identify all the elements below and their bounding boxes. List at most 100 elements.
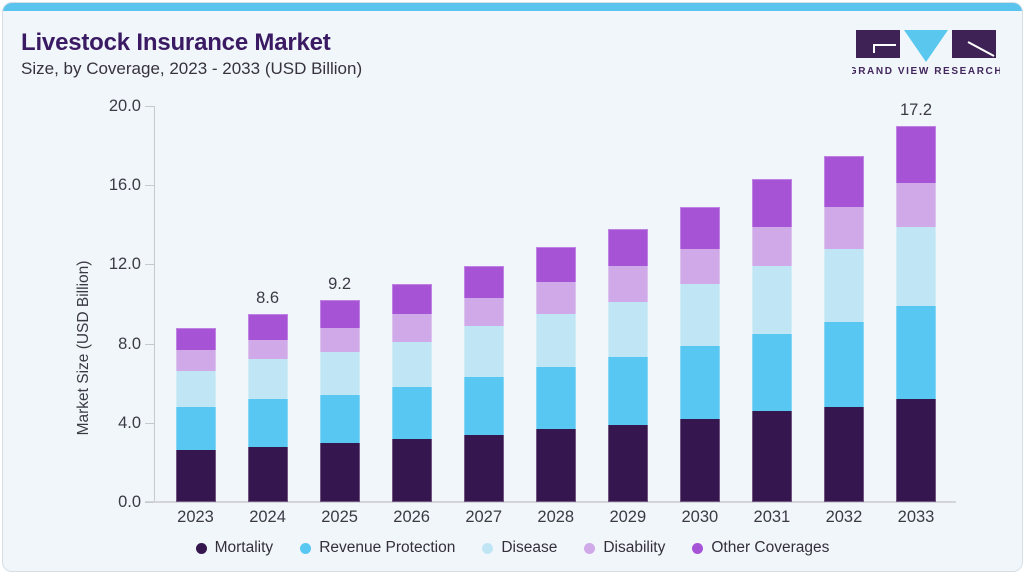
bar-segment-2030-disability: [679, 248, 720, 285]
legend-label-other-coverages: Other Coverages: [711, 539, 830, 556]
bar-2024: [247, 313, 288, 502]
bar-segment-2029-mortality: [607, 424, 648, 502]
bar-2029: [607, 228, 648, 502]
bar-segment-2024-revenue-protection: [247, 399, 288, 447]
bar-2030: [679, 206, 720, 502]
bar-segment-2025-revenue-protection: [319, 395, 360, 443]
bar-segment-2029-disease: [607, 301, 648, 358]
bar-value-label-2024: 8.6: [256, 288, 280, 307]
bar-2031: [751, 179, 792, 502]
y-tick-label-0: 0.0: [118, 493, 141, 511]
bar-2027: [463, 266, 504, 502]
legend-dot-mortality: [195, 542, 207, 554]
bar-segment-2029-other-coverages: [607, 228, 648, 267]
legend-label-mortality: Mortality: [214, 539, 274, 556]
legend-dot-disease: [482, 542, 494, 554]
bar-segment-2030-mortality: [679, 418, 720, 502]
x-tick-label-2024: 2024: [249, 508, 286, 526]
legend-item-mortality: Mortality: [195, 539, 274, 557]
bar-segment-2030-revenue-protection: [679, 345, 720, 419]
bar-segment-2032-revenue-protection: [823, 321, 864, 407]
chart-area: Market Size (USD Billion) 0.0 4.0 8.0 12.0 1…: [3, 3, 1022, 571]
bar-segment-2028-disability: [535, 282, 576, 314]
chart-legend: Mortality Revenue Protection Disease Disabi…: [3, 539, 1022, 557]
legend-dot-revenue-protection: [300, 542, 312, 554]
bar-segment-2033-revenue-protection: [896, 305, 936, 399]
x-tick-label-2030: 2030: [681, 508, 719, 526]
y-tick-mark-20: [145, 106, 154, 107]
x-tick-label-2023: 2023: [177, 508, 214, 526]
y-tick-label-8: 8.0: [118, 334, 141, 353]
bar-2025: [319, 300, 360, 502]
x-tick-label-2031: 2031: [753, 508, 791, 526]
bar-segment-2024-mortality: [247, 446, 288, 502]
bar-segment-2030-disease: [679, 284, 720, 346]
bar-segment-2031-mortality: [751, 410, 792, 502]
bar-segment-2033-disability: [896, 183, 936, 227]
y-tick-mark-4: [145, 422, 154, 424]
bar-segment-2024-disability: [247, 339, 288, 360]
bar-segment-2027-disease: [463, 325, 504, 378]
bar-segment-2028-mortality: [535, 428, 576, 502]
bar-segment-2027-other-coverages: [463, 266, 504, 299]
bar-segment-2025-other-coverages: [319, 300, 360, 328]
bar-segment-2032-other-coverages: [823, 155, 864, 207]
gvr-logo-icon: GRAND VIEW RESEARCH: [852, 30, 1000, 77]
y-tick-mark-0: [145, 502, 154, 503]
page-title: Livestock Insurance Market: [21, 29, 331, 56]
bar-value-label-2025: 9.2: [328, 275, 352, 294]
y-tick-label-12: 12.0: [108, 255, 141, 274]
bar-segment-2033-mortality: [896, 398, 936, 502]
y-tick-label-4: 4.0: [118, 413, 141, 432]
bar-segment-2026-mortality: [391, 438, 432, 502]
x-tick-label-2025: 2025: [321, 508, 358, 526]
bar-segment-2029-revenue-protection: [607, 357, 648, 425]
bar-segment-2023-other-coverages: [175, 327, 216, 350]
bar-segment-2027-revenue-protection: [463, 377, 504, 435]
bar-segment-2025-mortality: [319, 442, 360, 502]
bar-segment-2025-disease: [319, 351, 360, 396]
legend-dot-disability: [584, 542, 596, 554]
legend-item-disability: Disability: [584, 539, 665, 557]
bar-segment-2024-other-coverages: [247, 313, 288, 340]
bar-segment-2028-disease: [535, 313, 576, 368]
bar-2023: [175, 327, 216, 502]
bar-2026: [391, 284, 432, 502]
y-tick-mark-16: [145, 185, 154, 187]
grand-view-research-logo: GRAND VIEW RESEARCH: [852, 28, 1000, 78]
x-tick-label-2027: 2027: [465, 508, 503, 526]
bar-segment-2028-revenue-protection: [535, 367, 576, 429]
bar-segment-2026-revenue-protection: [391, 387, 432, 439]
bar-segment-2027-disability: [463, 298, 504, 326]
bar-2028: [535, 246, 576, 502]
legend-label-disability: Disability: [603, 539, 666, 556]
bar-segment-2032-disability: [823, 206, 864, 249]
bar-segment-2031-revenue-protection: [751, 333, 792, 411]
x-axis-baseline: [145, 501, 956, 503]
legend-label-revenue-protection: Revenue Protection: [319, 539, 456, 556]
y-tick-mark-12: [145, 264, 154, 266]
x-tick-label-2032: 2032: [825, 508, 863, 526]
bar-segment-2032-disease: [823, 248, 864, 322]
y-tick-label-20: 20.0: [108, 97, 141, 115]
bar-segment-2023-revenue-protection: [175, 406, 216, 451]
bar-segment-2025-disability: [319, 327, 360, 352]
bar-segment-2026-disability: [391, 313, 432, 342]
bar-segment-2031-disease: [751, 266, 792, 334]
bar-segment-2030-other-coverages: [679, 206, 720, 249]
legend-item-revenue-protection: Revenue Protection: [300, 539, 455, 557]
x-tick-label-2033: 2033: [897, 508, 935, 526]
bar-segment-2028-other-coverages: [535, 246, 576, 283]
top-accent-bar: [3, 3, 1022, 11]
bar-segment-2023-mortality: [175, 450, 216, 502]
logo-caption: GRAND VIEW RESEARCH: [852, 66, 1000, 77]
y-tick-label-16: 16.0: [108, 176, 141, 195]
page-subtitle: Size, by Coverage, 2023 - 2033 (USD Bill…: [21, 59, 363, 78]
x-tick-label-2026: 2026: [393, 508, 430, 526]
bar-segment-2033-disease: [896, 226, 936, 306]
bar-2033: [896, 125, 936, 502]
x-tick-label-2028: 2028: [537, 508, 575, 526]
bar-segment-2032-mortality: [823, 406, 864, 502]
bar-segment-2027-mortality: [463, 434, 504, 502]
